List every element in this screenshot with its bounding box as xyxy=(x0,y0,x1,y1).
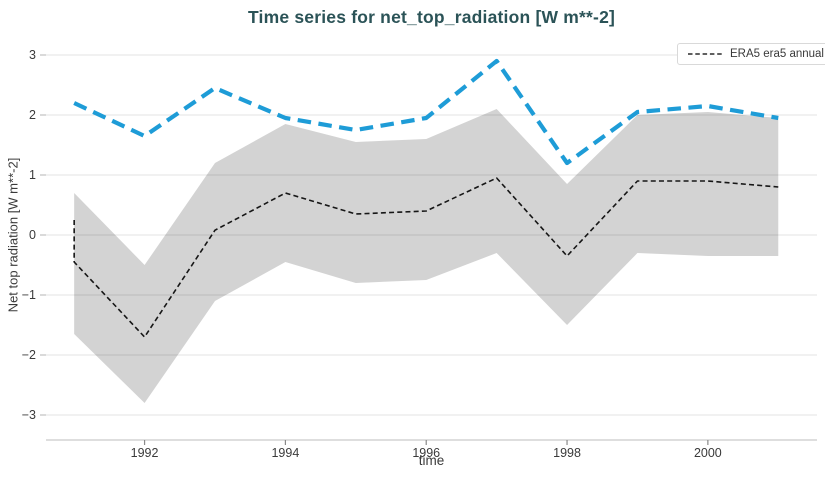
x-axis-label: time xyxy=(418,453,445,468)
x-tick-label: 1992 xyxy=(131,446,159,460)
x-tick-label: 1994 xyxy=(271,446,299,460)
y-tick-label: 3 xyxy=(29,48,36,62)
uncertainty-band xyxy=(74,109,779,403)
x-tick-label: 1996 xyxy=(412,446,440,460)
y-tick-label: −1 xyxy=(22,288,36,302)
y-tick-label: −3 xyxy=(22,408,36,422)
x-tick-label: 2000 xyxy=(694,446,722,460)
dashed-line-sample-icon xyxy=(688,53,722,55)
y-tick-label: 0 xyxy=(29,228,36,242)
legend-item-label: ERA5 era5 annual xyxy=(730,48,824,60)
x-tick-label: 1998 xyxy=(553,446,581,460)
legend: ERA5 era5 annual xyxy=(677,43,825,65)
chart-title: Time series for net_top_radiation [W m**… xyxy=(247,7,616,27)
y-tick-label: −2 xyxy=(22,348,36,362)
y-tick-label: 2 xyxy=(29,108,36,122)
y-axis-label: Net top radiation [W m**-2] xyxy=(5,157,21,313)
series-line-era5-era5-annual xyxy=(73,177,779,338)
series-line-unlabeled-blue-dashed-series xyxy=(73,58,779,166)
y-tick-label: 1 xyxy=(29,168,36,182)
